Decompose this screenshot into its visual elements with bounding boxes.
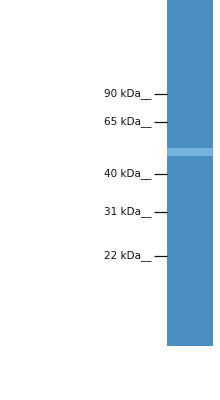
Text: 90 kDa__: 90 kDa__ [104, 88, 152, 100]
Text: 40 kDa__: 40 kDa__ [104, 168, 152, 180]
Text: 31 kDa__: 31 kDa__ [104, 206, 152, 218]
Text: 65 kDa__: 65 kDa__ [104, 116, 152, 128]
Text: 22 kDa__: 22 kDa__ [104, 250, 152, 262]
Bar [167, 0, 213, 346]
Bar [167, 148, 213, 156]
